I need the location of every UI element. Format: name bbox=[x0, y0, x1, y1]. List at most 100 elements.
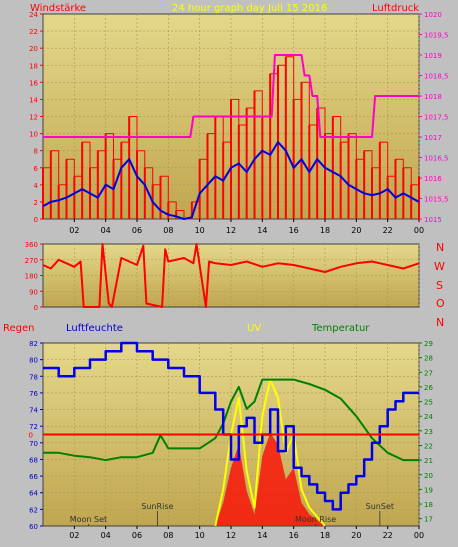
wind-avg-line bbox=[42, 141, 420, 220]
pressure-ytick-label: 1017,5 bbox=[424, 114, 449, 122]
wind-pressure-xtick-label: 12 bbox=[226, 226, 236, 235]
regen-label: Regen bbox=[3, 323, 35, 334]
humidity-ytick-label: 82 bbox=[29, 340, 38, 348]
temperature-ytick-label: 24 bbox=[424, 413, 433, 421]
temperature-ytick-label: 27 bbox=[424, 369, 433, 377]
pressure-ytick-label: 1018 bbox=[424, 93, 442, 101]
wind-ytick-label: 24 bbox=[29, 11, 38, 19]
wind-direction-line bbox=[42, 243, 420, 308]
dir-label-o: O bbox=[436, 297, 445, 310]
humidity-ytick-label: 80 bbox=[29, 357, 38, 365]
temperature-ytick-label: 29 bbox=[424, 340, 433, 348]
humidity-ytick-label: 70 bbox=[29, 440, 38, 448]
humidity-ytick-label: 78 bbox=[29, 373, 38, 381]
pressure-ytick-label: 1015,5 bbox=[424, 196, 449, 204]
humidity-ytick-label: 68 bbox=[29, 456, 38, 464]
wind-ytick-label: 16 bbox=[29, 79, 38, 87]
event-label: SunSet bbox=[366, 502, 394, 511]
wind-pressure-xtick-label: 04 bbox=[101, 226, 111, 235]
direction-ytick-label: 270 bbox=[25, 257, 38, 265]
humidity-uv-temperature-xtick-label: 08 bbox=[163, 531, 173, 540]
humidity-ytick-label: 76 bbox=[29, 390, 38, 398]
temperature-line bbox=[43, 378, 419, 462]
wind-ytick-label: 8 bbox=[34, 148, 38, 156]
wind-speed-line bbox=[43, 56, 420, 220]
temperature-ytick-label: 17 bbox=[424, 516, 433, 524]
wind-ytick-label: 20 bbox=[29, 45, 38, 53]
rain-zero-label: 0 bbox=[29, 432, 33, 440]
wind-pressure-xtick-label: 16 bbox=[289, 226, 299, 235]
humidity-ytick-label: 66 bbox=[29, 473, 38, 481]
solar-area bbox=[215, 432, 325, 526]
pressure-ytick-label: 1020 bbox=[424, 11, 442, 19]
wind-pressure-xtick-label: 00 bbox=[414, 226, 424, 235]
humidity-uv-temperature-xtick-label: 12 bbox=[226, 531, 236, 540]
wind-ytick-label: 0 bbox=[34, 216, 38, 224]
temperatur-label: Temperatur bbox=[311, 323, 370, 334]
wind-ytick-label: 6 bbox=[34, 165, 39, 173]
humidity-ytick-label: 72 bbox=[29, 423, 38, 431]
wind-pressure-panel: 02 04 06 08 10 12 14 16 18 20 22 000246810121416182… bbox=[29, 11, 448, 235]
direction-ytick-label: 90 bbox=[29, 288, 38, 296]
pressure-ytick-label: 1019,5 bbox=[424, 32, 449, 40]
uv-label: UV bbox=[247, 323, 261, 334]
humidity-uv-temperature-xtick-label: 18 bbox=[320, 531, 330, 540]
temperature-ytick-label: 26 bbox=[424, 384, 433, 392]
humidity-uv-temperature-panel: 02 04 06 08 10 12 14 16 18 20 22 00 60 62 64 66 68 70 72 74… bbox=[29, 340, 434, 540]
dir-label-w: W bbox=[434, 260, 445, 273]
wind-ytick-label: 18 bbox=[29, 62, 38, 70]
temperature-ytick-label: 23 bbox=[424, 428, 433, 436]
pressure-ytick-label: 1019 bbox=[424, 52, 442, 60]
temperature-ytick-label: 25 bbox=[424, 399, 433, 407]
pressure-ytick-label: 1016 bbox=[424, 175, 442, 183]
humidity-uv-temperature-xtick-label: 22 bbox=[383, 531, 393, 540]
wind-pressure-xtick-label: 18 bbox=[320, 226, 330, 235]
wind-ytick-label: 4 bbox=[34, 182, 39, 190]
direction-ytick-label: 0 bbox=[34, 304, 38, 312]
pressure-ytick-label: 1018,5 bbox=[424, 73, 449, 81]
humidity-uv-temperature-xtick-label: 16 bbox=[289, 531, 299, 540]
temperature-ytick-label: 28 bbox=[424, 355, 433, 363]
direction-ytick-label: 360 bbox=[25, 241, 38, 249]
humidity-uv-temperature-xtick-label: 02 bbox=[69, 531, 79, 540]
wind-direction-panel: 0 90 180 270 360 bbox=[25, 241, 420, 312]
direction-ytick-label: 180 bbox=[25, 273, 38, 281]
wind-pressure-xtick-label: 08 bbox=[163, 226, 173, 235]
wind-pressure-xtick-label: 14 bbox=[257, 226, 267, 235]
pressure-ytick-label: 1016,5 bbox=[424, 155, 449, 163]
event-label: Moon Set bbox=[70, 515, 107, 524]
humidity-uv-temperature-xtick-label: 10 bbox=[195, 531, 205, 540]
humidity-uv-temperature-xtick-label: 00 bbox=[414, 531, 424, 540]
temperature-ytick-label: 18 bbox=[424, 501, 433, 509]
temperature-ytick-label: 22 bbox=[424, 442, 433, 450]
humidity-ytick-label: 60 bbox=[29, 523, 38, 531]
wind-pressure-xtick-label: 02 bbox=[69, 226, 79, 235]
wind-pressure-xtick-label: 20 bbox=[351, 226, 361, 235]
wind-ytick-label: 12 bbox=[29, 114, 38, 122]
dir-label-n1: N bbox=[436, 241, 444, 254]
humidity-ytick-label: 74 bbox=[29, 407, 38, 415]
wind-ytick-label: 22 bbox=[29, 28, 38, 36]
wind-ytick-label: 10 bbox=[29, 131, 38, 139]
humidity-ytick-label: 64 bbox=[29, 490, 38, 498]
humidity-uv-temperature-xtick-label: 06 bbox=[132, 531, 142, 540]
temperature-ytick-label: 21 bbox=[424, 457, 433, 465]
pressure-ytick-label: 1015 bbox=[424, 216, 442, 224]
humidity-uv-temperature-xtick-label: 14 bbox=[257, 531, 267, 540]
dir-label-n2: N bbox=[436, 316, 444, 329]
humidity-uv-temperature-xtick-label: 20 bbox=[351, 531, 361, 540]
event-label: SunRise bbox=[141, 502, 173, 511]
event-label: Moon Rise bbox=[295, 515, 336, 524]
luftdruck-label: Luftdruck bbox=[372, 3, 419, 14]
pressure-ytick-label: 1017 bbox=[424, 134, 442, 142]
humidity-uv-temperature-xtick-label: 04 bbox=[101, 531, 111, 540]
temperature-ytick-label: 20 bbox=[424, 472, 433, 480]
wind-pressure-xtick-label: 10 bbox=[195, 226, 205, 235]
wind-pressure-xtick-label: 06 bbox=[132, 226, 142, 235]
wind-ytick-label: 14 bbox=[29, 96, 38, 104]
wind-pressure-xtick-label: 22 bbox=[383, 226, 393, 235]
windstaerke-label: Windstärke bbox=[30, 3, 86, 14]
wind-ytick-label: 2 bbox=[34, 199, 38, 207]
